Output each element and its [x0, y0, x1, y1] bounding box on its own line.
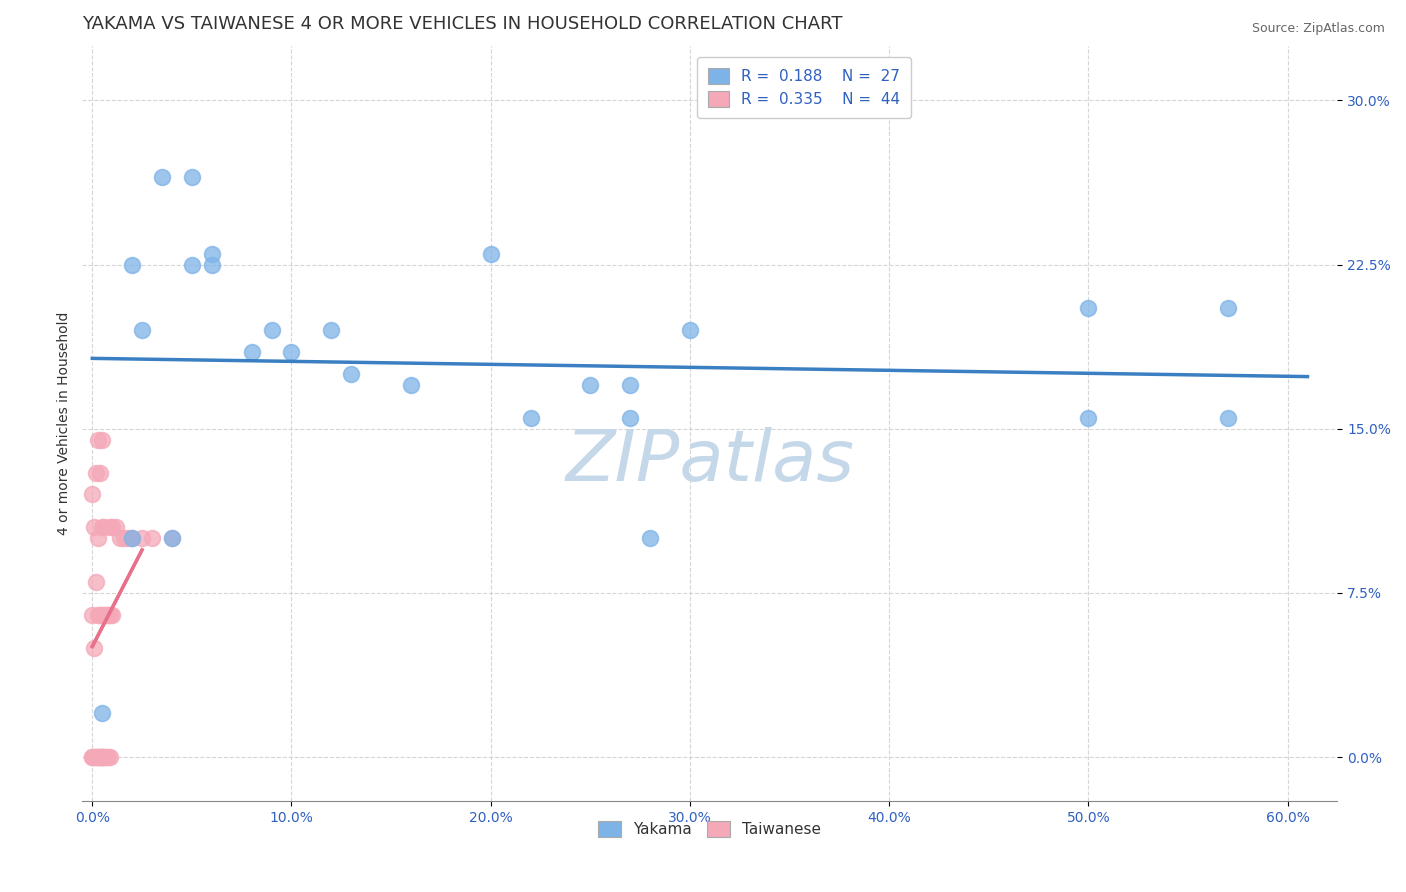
Point	[84, 466, 107, 480]
Point	[131, 531, 153, 545]
Point	[619, 410, 641, 425]
Point	[340, 367, 363, 381]
Point	[101, 607, 124, 622]
Point	[91, 706, 114, 721]
Point	[89, 607, 111, 622]
Point	[321, 323, 343, 337]
Point	[121, 531, 143, 545]
Point	[96, 607, 118, 622]
Point	[82, 607, 104, 622]
Point	[638, 531, 661, 545]
Point	[619, 378, 641, 392]
Point	[150, 169, 173, 184]
Point	[97, 750, 120, 764]
Point	[82, 487, 104, 501]
Point	[82, 750, 104, 764]
Point	[83, 640, 105, 655]
Point	[87, 607, 110, 622]
Point	[91, 750, 114, 764]
Point	[141, 531, 163, 545]
Point	[98, 520, 121, 534]
Point	[160, 531, 183, 545]
Point	[89, 750, 111, 764]
Point	[180, 169, 202, 184]
Point	[82, 750, 104, 764]
Text: ZIPatlas: ZIPatlas	[565, 426, 855, 496]
Y-axis label: 4 or more Vehicles in Household: 4 or more Vehicles in Household	[58, 311, 72, 535]
Point	[83, 750, 105, 764]
Point	[180, 258, 202, 272]
Point	[679, 323, 702, 337]
Text: Source: ZipAtlas.com: Source: ZipAtlas.com	[1251, 22, 1385, 36]
Point	[83, 520, 105, 534]
Point	[93, 750, 115, 764]
Point	[93, 607, 115, 622]
Point	[131, 323, 153, 337]
Point	[87, 750, 110, 764]
Point	[160, 531, 183, 545]
Point	[201, 258, 224, 272]
Point	[98, 607, 121, 622]
Point	[101, 520, 124, 534]
Point	[519, 410, 541, 425]
Point	[97, 607, 120, 622]
Point	[112, 531, 135, 545]
Point	[479, 246, 502, 260]
Point	[96, 750, 118, 764]
Point	[91, 750, 114, 764]
Point	[1077, 301, 1099, 316]
Point	[280, 345, 302, 359]
Point	[108, 531, 131, 545]
Point	[399, 378, 422, 392]
Point	[121, 258, 143, 272]
Legend: Yakama, Taiwanese: Yakama, Taiwanese	[589, 812, 831, 847]
Point	[1216, 410, 1239, 425]
Point	[87, 433, 110, 447]
Point	[84, 574, 107, 589]
Point	[579, 378, 602, 392]
Point	[91, 520, 114, 534]
Point	[91, 750, 114, 764]
Point	[87, 531, 110, 545]
Point	[105, 520, 128, 534]
Point	[91, 433, 114, 447]
Point	[91, 607, 114, 622]
Point	[240, 345, 263, 359]
Point	[201, 246, 224, 260]
Point	[1216, 301, 1239, 316]
Point	[87, 750, 110, 764]
Point	[89, 466, 111, 480]
Point	[260, 323, 283, 337]
Point	[1077, 410, 1099, 425]
Point	[84, 750, 107, 764]
Point	[93, 520, 115, 534]
Point	[117, 531, 139, 545]
Point	[121, 531, 143, 545]
Point	[98, 750, 121, 764]
Text: YAKAMA VS TAIWANESE 4 OR MORE VEHICLES IN HOUSEHOLD CORRELATION CHART: YAKAMA VS TAIWANESE 4 OR MORE VEHICLES I…	[83, 15, 842, 33]
